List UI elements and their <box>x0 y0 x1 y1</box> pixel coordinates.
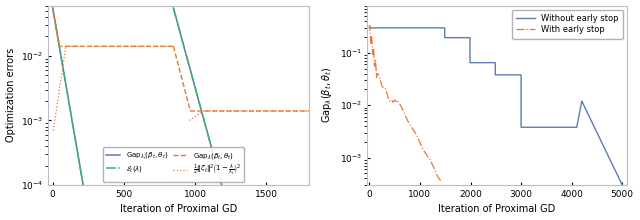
$\frac{1}{2}\|\zeta_t\|^2\!\left(1-\frac{\lambda}{\lambda_t}\right)^{\!2}$ <box>144 45 152 48</box>
Gap$_{\lambda_t}(\beta_t, \theta_t)$ <box>61 77 68 80</box>
Line: $\mathcal{E}_t(\lambda)$: $\mathcal{E}_t(\lambda)$ <box>52 8 83 185</box>
Y-axis label: Optimization errors: Optimization errors <box>6 48 15 142</box>
Gap$_{\lambda}(\beta_t, \theta_t)$ <box>56 45 63 48</box>
Gap$_{\lambda}(\beta_t, \theta_t)$ <box>145 45 153 48</box>
Without early stop <box>365 27 373 29</box>
Gap$_{\lambda}(\beta_t, \theta_t)$ <box>147 45 154 48</box>
Gap$_{\lambda_t}(\beta_t, \theta_t)$ <box>60 68 67 71</box>
$\mathcal{E}_t(\lambda)$ <box>60 68 67 71</box>
Gap$_{\lambda}(\beta_t, \theta_t)$ <box>97 45 105 48</box>
Gap$_{\lambda}(\beta_t, \theta_t)$ <box>90 45 98 48</box>
$\mathcal{E}_t(\lambda)$ <box>58 57 65 60</box>
$\frac{1}{2}\|\zeta_t\|^2\!\left(1-\frac{\lambda}{\lambda_t}\right)^{\!2}$ <box>58 74 65 77</box>
Line: $\frac{1}{2}\|\zeta_t\|^2\!\left(1-\frac{\lambda}{\lambda_t}\right)^{\!2}$: $\frac{1}{2}\|\zeta_t\|^2\!\left(1-\frac… <box>53 46 173 130</box>
Legend: Without early stop, With early stop: Without early stop, With early stop <box>513 10 623 38</box>
Line: Without early stop: Without early stop <box>369 28 622 185</box>
With early stop <box>370 54 378 57</box>
Without early stop <box>584 111 591 114</box>
With early stop <box>405 122 413 125</box>
Gap$_{\lambda}(\beta_t, \theta_t)$ <box>57 45 65 48</box>
Gap$_{\lambda_t}(\beta_t, \theta_t)$ <box>58 57 65 60</box>
$\frac{1}{2}\|\zeta_t\|^2\!\left(1-\frac{\lambda}{\lambda_t}\right)^{\!2}$ <box>93 45 101 48</box>
Without early stop <box>396 27 404 29</box>
X-axis label: Iteration of Proximal GD: Iteration of Proximal GD <box>438 204 556 214</box>
With early stop <box>382 88 390 91</box>
Line: Gap$_{\lambda_t}(\beta_t, \theta_t)$: Gap$_{\lambda_t}(\beta_t, \theta_t)$ <box>52 8 83 185</box>
Gap$_{\lambda_t}(\beta_t, \theta_t)$ <box>51 16 58 19</box>
With early stop <box>366 24 374 27</box>
With early stop <box>387 100 394 103</box>
Y-axis label: Gap$_\lambda(\beta_t, \theta_t)$: Gap$_\lambda(\beta_t, \theta_t)$ <box>320 67 334 123</box>
Without early stop <box>457 36 465 39</box>
Line: Gap$_{\lambda}(\beta_t, \theta_t)$: Gap$_{\lambda}(\beta_t, \theta_t)$ <box>52 8 173 46</box>
$\frac{1}{2}\|\zeta_t\|^2\!\left(1-\frac{\lambda}{\lambda_t}\right)^{\!2}$ <box>62 45 70 48</box>
$\mathcal{E}_t(\lambda)$ <box>72 141 79 143</box>
$\frac{1}{2}\|\zeta_t\|^2\!\left(1-\frac{\lambda}{\lambda_t}\right)^{\!2}$ <box>59 68 67 70</box>
Gap$_{\lambda_t}(\beta_t, \theta_t)$ <box>52 28 60 31</box>
Without early stop <box>375 27 383 29</box>
$\frac{1}{2}\|\zeta_t\|^2\!\left(1-\frac{\lambda}{\lambda_t}\right)^{\!2}$ <box>170 45 177 48</box>
$\frac{1}{2}\|\zeta_t\|^2\!\left(1-\frac{\lambda}{\lambda_t}\right)^{\!2}$ <box>127 45 135 48</box>
$\mathcal{E}_t(\lambda)$ <box>51 16 58 19</box>
Without early stop <box>543 126 551 128</box>
X-axis label: Iteration of Proximal GD: Iteration of Proximal GD <box>120 204 237 214</box>
Gap$_{\lambda}(\beta_t, \theta_t)$ <box>49 7 56 9</box>
Line: With early stop: With early stop <box>369 25 441 182</box>
Gap$_{\lambda_t}(\beta_t, \theta_t)$ <box>72 141 79 143</box>
$\mathcal{E}_t(\lambda)$ <box>79 184 87 186</box>
$\mathcal{E}_t(\lambda)$ <box>52 28 60 31</box>
Gap$_{\lambda_t}(\beta_t, \theta_t)$ <box>49 7 56 9</box>
Gap$_{\lambda_t}(\beta_t, \theta_t)$ <box>79 184 87 186</box>
$\frac{1}{2}\|\zeta_t\|^2\!\left(1-\frac{\lambda}{\lambda_t}\right)^{\!2}$ <box>49 129 57 132</box>
$\mathcal{E}_t(\lambda)$ <box>49 7 56 9</box>
$\mathcal{E}_t(\lambda)$ <box>61 77 68 80</box>
$\frac{1}{2}\|\zeta_t\|^2\!\left(1-\frac{\lambda}{\lambda_t}\right)^{\!2}$ <box>70 45 78 48</box>
With early stop <box>365 27 373 29</box>
Without early stop <box>462 36 470 39</box>
Gap$_{\lambda}(\beta_t, \theta_t)$ <box>170 45 177 48</box>
Legend: Gap$_{\lambda_t}(\beta_t, \theta_t)$, $\mathcal{E}_t(\lambda)$, Gap$_{\lambda}(\: Gap$_{\lambda_t}(\beta_t, \theta_t)$, $\… <box>102 147 244 182</box>
With early stop <box>413 136 421 138</box>
With early stop <box>413 135 421 138</box>
Without early stop <box>618 184 626 186</box>
With early stop <box>437 180 445 183</box>
Gap$_{\lambda}(\beta_t, \theta_t)$ <box>49 10 57 13</box>
